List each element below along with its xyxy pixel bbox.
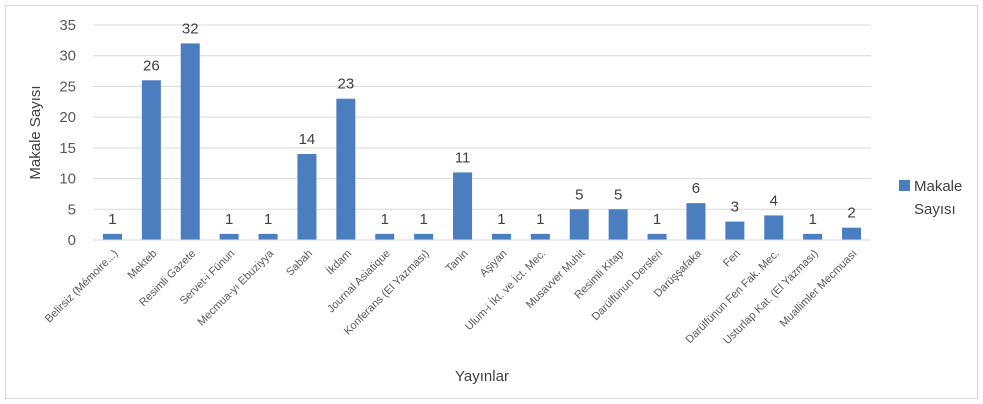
bar xyxy=(180,43,200,240)
y-axis-title: Makale Sayısı xyxy=(27,85,44,179)
legend: Makale Sayısı xyxy=(899,178,962,218)
gridlines xyxy=(93,24,871,210)
bar xyxy=(764,215,784,240)
data-label: 1 xyxy=(808,211,816,228)
bar xyxy=(102,233,122,240)
data-label: 4 xyxy=(770,192,778,209)
bar xyxy=(258,233,278,240)
bar xyxy=(686,203,706,240)
y-tick-label: 30 xyxy=(59,48,76,65)
bar xyxy=(569,209,589,240)
bar xyxy=(491,233,511,240)
chart-frame xyxy=(5,5,978,399)
bar xyxy=(336,98,356,240)
bar xyxy=(725,221,745,240)
data-label: 1 xyxy=(264,211,272,228)
legend-label-line1: Makale xyxy=(914,178,962,195)
data-label: 1 xyxy=(381,211,389,228)
bar xyxy=(297,154,317,240)
y-tick-label: 25 xyxy=(59,78,76,95)
bar xyxy=(842,227,862,240)
x-tick-label: Mecmua-yı Ebuziyya xyxy=(195,247,276,328)
bars xyxy=(102,43,862,241)
bar xyxy=(375,233,395,240)
data-label: 1 xyxy=(653,211,661,228)
data-label: 5 xyxy=(575,186,583,203)
data-label: 23 xyxy=(338,76,355,93)
data-label: 1 xyxy=(419,211,427,228)
x-tick-label: Darülfünun Dersleri xyxy=(590,248,665,323)
y-axis-ticks: 0 5 10 15 20 25 30 35 xyxy=(59,17,76,249)
bar xyxy=(453,172,473,240)
y-tick-label: 0 xyxy=(68,232,76,249)
legend-label-line2: Sayısı xyxy=(914,201,956,218)
data-label: 1 xyxy=(108,211,116,228)
data-label: 2 xyxy=(847,205,855,222)
x-tick-label: Tanin xyxy=(444,248,471,275)
bar xyxy=(414,233,434,240)
bar xyxy=(803,233,823,240)
bar xyxy=(141,80,161,241)
data-label: 14 xyxy=(299,131,316,148)
y-tick-label: 20 xyxy=(59,109,76,126)
data-label: 26 xyxy=(143,57,160,74)
x-tick-label: Aşiyan xyxy=(478,248,510,280)
data-label: 5 xyxy=(614,186,622,203)
y-tick-label: 10 xyxy=(59,171,76,188)
x-tick-label: Sabah xyxy=(284,248,315,279)
data-label: 3 xyxy=(731,199,739,216)
bar xyxy=(219,233,239,240)
x-axis-title: Yayınlar xyxy=(455,368,509,385)
data-label: 1 xyxy=(536,211,544,228)
data-label: 32 xyxy=(182,20,199,37)
bar xyxy=(608,209,628,240)
x-tick-label: Belirsiz (Mémoire...) xyxy=(43,248,121,326)
y-tick-label: 5 xyxy=(68,201,76,218)
bar xyxy=(530,233,550,240)
bar xyxy=(647,233,667,240)
data-label: 11 xyxy=(455,149,471,166)
data-label: 6 xyxy=(692,180,700,197)
x-tick-label: Mekteb xyxy=(125,248,159,282)
legend-swatch xyxy=(899,180,910,191)
y-tick-label: 35 xyxy=(59,17,76,34)
data-label: 1 xyxy=(497,211,505,228)
x-tick-label: İkdam xyxy=(324,247,354,277)
data-label: 1 xyxy=(225,211,233,228)
y-tick-label: 15 xyxy=(59,140,76,157)
x-tick-label: Muallimler Mecmuası xyxy=(778,248,860,330)
x-tick-label: Fen xyxy=(721,248,743,270)
